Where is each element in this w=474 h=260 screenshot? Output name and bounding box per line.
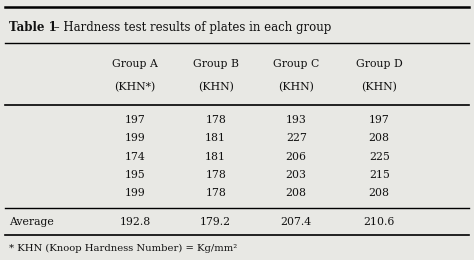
Text: 203: 203 — [286, 170, 307, 180]
Text: Average: Average — [9, 217, 54, 227]
Text: Group C: Group C — [273, 59, 319, 69]
Text: (KHN): (KHN) — [278, 82, 314, 92]
Text: (KHN*): (KHN*) — [114, 82, 156, 92]
Text: – Hardness test results of plates in each group: – Hardness test results of plates in eac… — [50, 21, 331, 34]
Text: 197: 197 — [369, 115, 390, 125]
Text: Group B: Group B — [193, 59, 238, 69]
Text: Group D: Group D — [356, 59, 402, 69]
Text: 178: 178 — [205, 170, 226, 180]
Text: 208: 208 — [369, 188, 390, 198]
Text: 174: 174 — [125, 152, 146, 161]
Text: 199: 199 — [125, 133, 146, 143]
Text: 195: 195 — [125, 170, 146, 180]
Text: Group A: Group A — [112, 59, 158, 69]
Text: 206: 206 — [286, 152, 307, 161]
Text: 227: 227 — [286, 133, 307, 143]
Text: 199: 199 — [125, 188, 146, 198]
Text: 215: 215 — [369, 170, 390, 180]
Text: 197: 197 — [125, 115, 146, 125]
Text: 179.2: 179.2 — [200, 217, 231, 227]
Text: Table 1: Table 1 — [9, 21, 57, 34]
Text: 225: 225 — [369, 152, 390, 161]
Text: 192.8: 192.8 — [119, 217, 151, 227]
Text: 193: 193 — [286, 115, 307, 125]
Text: 208: 208 — [286, 188, 307, 198]
Text: 178: 178 — [205, 115, 226, 125]
Text: 181: 181 — [205, 133, 226, 143]
Text: 178: 178 — [205, 188, 226, 198]
Text: 181: 181 — [205, 152, 226, 161]
Text: 210.6: 210.6 — [364, 217, 395, 227]
Text: 208: 208 — [369, 133, 390, 143]
Text: (KHN): (KHN) — [198, 82, 234, 92]
Text: 207.4: 207.4 — [281, 217, 312, 227]
Text: * KHN (Knoop Hardness Number) = Kg/mm²: * KHN (Knoop Hardness Number) = Kg/mm² — [9, 244, 238, 253]
Text: (KHN): (KHN) — [361, 82, 397, 92]
